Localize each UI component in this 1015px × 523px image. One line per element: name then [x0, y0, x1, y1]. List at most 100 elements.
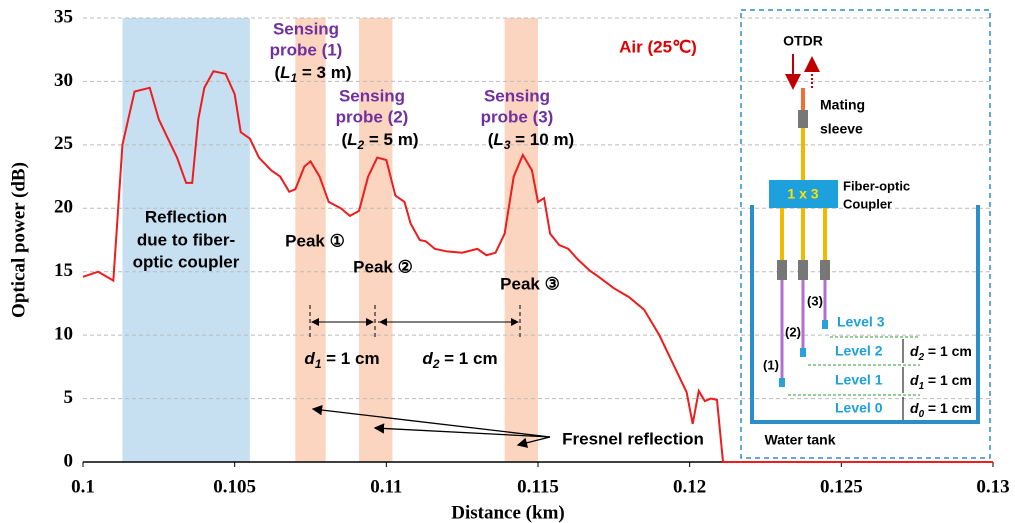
y-tick-label: 10: [54, 324, 73, 345]
annotation-var: d: [304, 349, 315, 368]
probe-label: (1): [763, 357, 779, 372]
sleeve-label: sleeve: [820, 121, 863, 137]
sleeve-label: Mating: [820, 97, 865, 113]
annotation: due to fiber-: [137, 230, 235, 249]
tank-label: Water tank: [764, 432, 835, 448]
annotation-var: L: [347, 130, 357, 149]
probe-tip: [822, 320, 828, 329]
coupler-label: Coupler: [843, 196, 892, 211]
pointer-arrow: [516, 436, 551, 448]
annotation: Peak ①: [285, 231, 345, 250]
annotation: Sensing: [484, 86, 550, 105]
annotation: d1 = 1 cm: [304, 349, 379, 371]
inset-frame: [740, 9, 991, 459]
annotation-var: d: [422, 349, 433, 368]
annotation-part: = 3 m): [297, 63, 351, 82]
annotation: Peak ②: [353, 257, 413, 276]
annotation-part: (: [341, 130, 347, 149]
annotation-var: L: [493, 130, 503, 149]
annotation-var: d: [910, 343, 919, 359]
annotation: (L1 = 3 m): [274, 63, 351, 85]
band: [122, 18, 250, 462]
annotation-part: (: [274, 63, 280, 82]
y-axis-label: Optical power (dB): [8, 162, 29, 318]
annotation-part: = 1 cm: [924, 372, 972, 388]
annotation-part: = 1 cm: [924, 343, 972, 359]
annotation-part: = 1 cm: [321, 349, 379, 368]
annotation-sub: 2: [357, 138, 365, 152]
annotation-sub: 1: [315, 357, 322, 371]
annotation: (L3 = 10 m): [488, 130, 574, 152]
annotation: probe (3): [481, 107, 554, 126]
connector: [820, 260, 830, 280]
annotation-sub: 2: [918, 352, 925, 363]
annotation: d0 = 1 cm: [910, 400, 972, 420]
series-line: [82, 70, 993, 463]
annotation: d1 = 1 cm: [910, 372, 972, 392]
annotation: optic coupler: [133, 252, 240, 271]
annotation: Sensing: [339, 86, 405, 105]
annotation: d2 = 1 cm: [910, 343, 972, 363]
x-tick-label: 0.13: [976, 476, 1009, 497]
annotation: Air (25℃): [619, 37, 697, 56]
annotation: probe (1): [270, 40, 343, 59]
annotation-part: = 10 m): [510, 130, 574, 149]
annotation-var: d: [910, 400, 919, 416]
band: [504, 18, 538, 462]
x-tick-label: 0.12: [673, 476, 706, 497]
annotation-sub: 1: [919, 381, 924, 392]
annotation-part: (: [488, 130, 494, 149]
connector: [777, 260, 787, 280]
x-tick-label: 0.11: [370, 476, 402, 497]
band: [295, 18, 326, 462]
connector: [798, 260, 808, 280]
annotation-sub: 2: [432, 357, 440, 371]
y-tick-label: 0: [64, 450, 74, 471]
annotation-part: = 1 cm: [924, 400, 972, 416]
probe-label: (3): [807, 293, 823, 308]
y-tick-label: 20: [54, 197, 73, 218]
pointer-arrow: [311, 404, 551, 438]
band: [359, 18, 393, 462]
y-tick-label: 15: [54, 260, 73, 281]
annotation: Reflection: [145, 207, 227, 226]
y-tick-label: 35: [54, 6, 73, 27]
annotation-part: = 1 cm: [439, 349, 497, 368]
y-tick-label: 25: [54, 133, 73, 154]
y-tick-label: 5: [64, 387, 74, 408]
annotation-part: = 5 m): [364, 130, 418, 149]
annotation: Fresnel reflection: [562, 429, 704, 448]
annotation: probe (2): [336, 107, 409, 126]
annotation: d2 = 1 cm: [422, 349, 497, 371]
level-label: Level 3: [837, 314, 885, 330]
x-tick-label: 0.1: [71, 476, 95, 497]
coupler: [769, 180, 838, 208]
probe-label: (2): [785, 324, 801, 339]
annotation: (L2 = 5 m): [341, 130, 418, 152]
probe-tip: [779, 378, 785, 387]
x-axis-label: Distance (km): [451, 502, 564, 523]
x-tick-label: 0.105: [213, 476, 256, 497]
coupler-label: Fiber-optic: [843, 178, 910, 193]
annotation-sub: 0: [919, 409, 925, 420]
annotation-var: d: [910, 372, 919, 388]
annotation-var: L: [280, 63, 290, 82]
annotation: Sensing: [273, 19, 339, 38]
x-tick-label: 0.115: [517, 476, 559, 497]
annotation: Peak ③: [500, 274, 560, 293]
x-tick-label: 0.125: [820, 476, 863, 497]
y-tick-label: 30: [54, 70, 73, 91]
annotation-sub: 3: [504, 138, 511, 152]
annotation-sub: 1: [291, 71, 298, 85]
level-label: Level 0: [835, 400, 883, 416]
pointer-arrow: [373, 423, 551, 438]
otdr-label: OTDR: [783, 33, 823, 49]
probe-tip: [800, 348, 806, 357]
coupler-text: 1 x 3: [787, 186, 818, 202]
inset-diagram: OTDR Mating sleeve 1 x 3 Fiber-optic Cou…: [740, 9, 991, 459]
level-label: Level 1: [835, 372, 883, 388]
sleeve: [798, 110, 808, 128]
level-label: Level 2: [835, 343, 883, 359]
